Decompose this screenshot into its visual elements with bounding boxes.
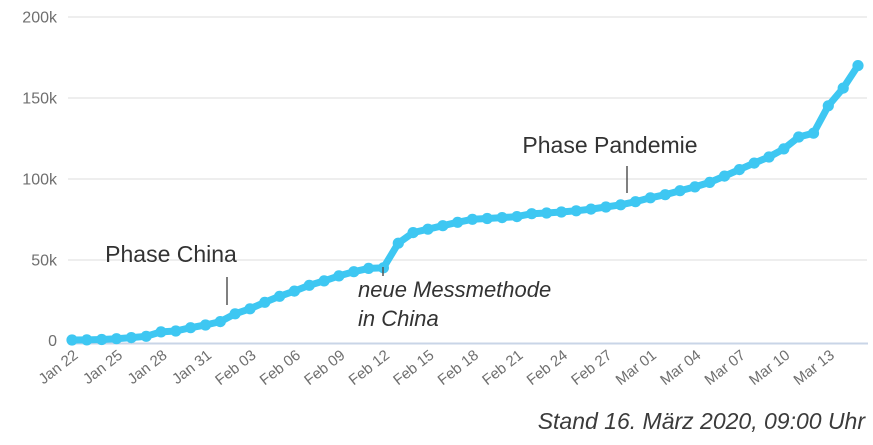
data-point [748,157,760,169]
x-tick-label: Mar 10 [746,347,793,389]
x-tick-label: Jan 28 [124,347,170,388]
data-point [288,285,300,297]
x-tick-label: Feb 24 [524,347,571,389]
data-point [496,212,508,224]
x-tick-label: Mar 01 [613,347,660,389]
data-point [615,199,627,211]
data-point [555,206,568,218]
y-tick-label: 50k [31,253,58,270]
data-point [852,60,864,72]
data-point [674,185,686,197]
data-point [763,151,775,163]
data-point [170,325,182,337]
data-point [96,333,108,346]
x-tick-label: Feb 06 [257,347,304,389]
data-point [526,208,538,220]
data-point [422,223,434,235]
data-point [348,266,360,278]
data-point [718,170,731,182]
x-tick-label: Feb 12 [346,347,393,389]
y-tick-label: 150k [22,91,58,108]
data-point [214,316,226,328]
data-point [229,308,241,320]
x-tick-label: Feb 18 [435,347,482,389]
x-tick-label: Mar 13 [791,347,838,389]
data-point [185,322,197,334]
data-point [481,212,493,225]
data-point [81,334,93,346]
stand-caption: Stand 16. März 2020, 09:00 Uhr [537,408,865,434]
data-point [689,181,701,193]
data-point [363,262,375,274]
data-point [822,100,834,112]
data-point [155,326,167,338]
data-point [585,203,597,215]
data-point [778,143,790,155]
data-point [659,189,671,201]
data-point [303,279,315,291]
phase-china-annotation: Phase China [105,241,237,267]
data-point [466,213,478,225]
data-point [407,227,419,239]
x-tick-label: Jan 31 [169,347,215,388]
data-point [274,290,286,302]
data-point [140,330,152,342]
data-point [437,220,449,232]
phase-pandemie-annotation: Phase Pandemie [522,132,698,158]
data-point [733,164,746,176]
data-point [452,216,464,228]
data-point [793,131,805,143]
x-tick-label: Mar 07 [702,347,749,389]
y-tick-label: 100k [22,172,58,189]
data-point [629,196,642,208]
neue-messmethode-line2: in China [358,306,439,331]
data-point [704,176,716,188]
data-point [110,333,123,345]
y-tick-label: 0 [48,333,57,350]
data-point [570,205,582,217]
data-point [259,296,271,308]
data-point [333,270,345,282]
data-point [511,211,523,223]
x-tick-label: Feb 27 [568,347,615,389]
x-tick-label: Feb 21 [479,347,526,389]
data-point [807,127,820,139]
x-tick-label: Jan 22 [35,347,81,388]
data-point [541,207,553,219]
data-point [600,201,612,213]
data-point [199,319,212,331]
data-point [644,192,657,204]
x-tick-label: Feb 15 [390,347,437,389]
data-point [392,237,404,249]
data-point [125,332,137,344]
x-tick-label: Feb 09 [301,347,348,389]
data-point [244,303,256,315]
x-tick-label: Feb 03 [212,347,259,389]
data-point [66,334,78,346]
data-point [318,275,330,287]
neue-messmethode-line1: neue Messmethode [358,277,552,302]
x-tick-label: Mar 04 [657,347,704,389]
neue-messmethode-annotation: neue Messmethode in China [358,275,551,333]
x-tick-label: Jan 25 [80,347,126,388]
data-point [837,82,849,94]
y-tick-label: 200k [22,10,58,27]
